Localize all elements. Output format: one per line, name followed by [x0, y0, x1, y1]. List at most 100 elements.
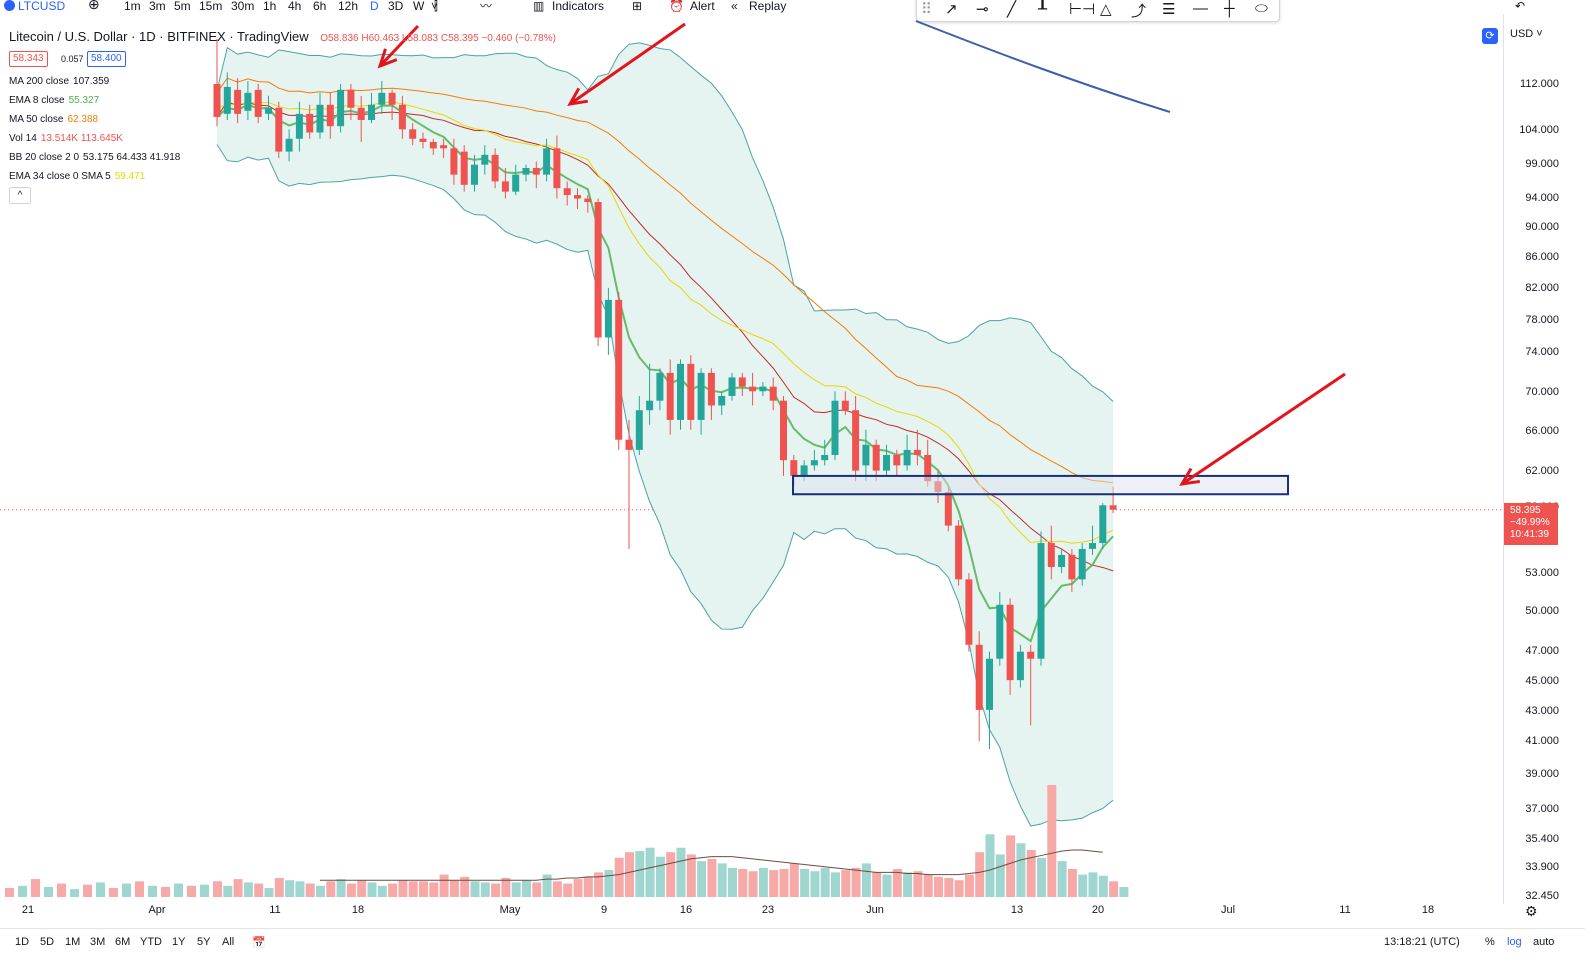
timeframe-d[interactable]: D — [370, 0, 379, 13]
utc-clock[interactable]: 13:18:21 (UTC) — [1384, 936, 1460, 948]
volume-bar — [686, 854, 696, 897]
timeframe-4h[interactable]: 4h — [288, 0, 302, 13]
bottom-bar: 📅 13:18:21 (UTC) % log auto 1D 5D 1M 3M 6M YT… — [0, 928, 1585, 955]
timeframe-1h[interactable]: 1h — [263, 0, 277, 13]
plus-circle-icon[interactable]: ⊕ — [88, 0, 100, 12]
legend-values: 107.359 — [73, 76, 110, 87]
chart-pane[interactable] — [0, 14, 1568, 904]
range-5y[interactable]: 5Y — [197, 936, 211, 948]
crosshair-icon[interactable]: ┼ — [1224, 0, 1235, 17]
alert-button[interactable]: Alert — [690, 0, 715, 13]
fib-icon[interactable]: ☰ — [1162, 1, 1176, 18]
candle-body — [563, 188, 571, 196]
indicator-templates-icon[interactable]: 〰 — [480, 0, 493, 13]
legend-row[interactable]: Vol 14 13.514K 113.645K — [9, 133, 123, 144]
drag-handle-icon[interactable]: ⠿ — [921, 1, 932, 18]
bid-box[interactable]: 58.343 — [9, 51, 48, 67]
chart-type-icon[interactable]: ⫿ — [434, 0, 438, 13]
price-tick: 43.000 — [1525, 705, 1559, 717]
legend-label: MA 50 close — [9, 114, 64, 125]
indicators-button[interactable]: Indicators — [552, 0, 605, 13]
cursor-arrow-icon[interactable]: ↗ — [945, 1, 958, 18]
candle-body — [810, 460, 818, 466]
timeframe-1m[interactable]: 1m — [124, 0, 141, 13]
ellipse-icon[interactable]: ⬭ — [1255, 0, 1268, 17]
legend-row[interactable]: BB 20 close 2 0 53.175 64.433 41.918 — [9, 152, 180, 163]
candle-body — [903, 449, 911, 466]
range-3m[interactable]: 3M — [90, 936, 106, 948]
date-range-icon[interactable]: ⊢⊣ — [1069, 1, 1096, 18]
replay-button[interactable]: Replay — [749, 0, 787, 13]
collapse-legend-button[interactable]: ^ — [9, 187, 31, 204]
ask-box[interactable]: 58.400 — [87, 51, 126, 67]
volume-bar — [542, 874, 552, 897]
candle-body — [543, 148, 551, 175]
timeframe-w[interactable]: W — [413, 0, 425, 13]
price-tick: 50.000 — [1525, 605, 1559, 617]
volume-bar — [1006, 835, 1016, 897]
range-5d[interactable]: 5D — [40, 936, 55, 948]
candle-body — [1109, 505, 1117, 510]
candle-body — [584, 198, 592, 203]
range-1d[interactable]: 1D — [15, 936, 30, 948]
timeframe-more-chevron-icon[interactable]: ˅ — [431, 0, 439, 13]
layout-grid-icon[interactable]: ⊞ — [632, 0, 643, 13]
candle-body — [707, 372, 715, 406]
candle-body — [398, 104, 406, 130]
horizontal-line-icon[interactable]: — — [1193, 0, 1208, 17]
candle-body — [265, 107, 272, 114]
price-tick: 32.450 — [1525, 890, 1559, 902]
candle-body — [913, 449, 921, 455]
trend-line-icon[interactable]: ╱ — [1007, 1, 1017, 18]
legend-row[interactable]: MA 50 close 62.388 — [9, 114, 98, 125]
symbol-search-button[interactable]: LTCUSD — [18, 0, 66, 13]
candle-body — [316, 104, 324, 133]
vertical-line-icon[interactable]: ┸ — [1038, 1, 1048, 18]
gear-icon[interactable]: ⚙ — [1525, 903, 1538, 919]
goto-date-icon[interactable]: 📅 — [252, 937, 266, 949]
timeframe-30m[interactable]: 30m — [231, 0, 255, 13]
candle-body — [749, 386, 757, 392]
candle-body — [481, 154, 489, 165]
candle-body — [429, 141, 437, 149]
timeframe-15m[interactable]: 15m — [199, 0, 223, 13]
candle-body — [615, 299, 623, 440]
price-chart[interactable] — [0, 14, 1503, 904]
timeframe-5m[interactable]: 5m — [174, 0, 191, 13]
volume-bar — [408, 881, 418, 897]
log-toggle[interactable]: log — [1507, 936, 1522, 948]
horizontal-ray-icon[interactable]: ⊸ — [976, 1, 989, 18]
range-1y[interactable]: 1Y — [172, 936, 186, 948]
volume-bar — [511, 882, 521, 897]
candle-body — [275, 107, 283, 152]
candle-body — [862, 444, 870, 466]
timeframe-3m[interactable]: 3m — [149, 0, 166, 13]
auto-scale-icon[interactable]: ⟳ — [1482, 28, 1498, 44]
range-all[interactable]: All — [222, 936, 235, 948]
triangle-pattern-icon[interactable]: △ — [1100, 1, 1112, 18]
legend-row[interactable]: MA 200 close 107.359 — [9, 76, 109, 87]
legend-row[interactable]: EMA 34 close 0 SMA 5 59.471 — [9, 171, 145, 182]
time-tick: 9 — [600, 904, 608, 916]
timeframe-12h[interactable]: 12h — [338, 0, 359, 13]
percent-toggle[interactable]: % — [1485, 936, 1495, 948]
range-1m[interactable]: 1M — [65, 936, 81, 948]
volume-bar — [563, 883, 573, 897]
legend-label: EMA 34 close 0 SMA 5 — [9, 171, 111, 182]
time-axis[interactable]: 21 Apr 11 18 May 9 16 23 Jun 13 20 Jul 11 18 — [0, 904, 1503, 922]
price-axis[interactable]: 112.000 104.000 99.000 94.000 90.000 86.000 82… — [1503, 14, 1569, 904]
range-6m[interactable]: 6M — [115, 936, 131, 948]
auto-toggle[interactable]: auto — [1533, 936, 1555, 948]
undo-icon[interactable]: ↶ — [1515, 0, 1526, 13]
timeframe-3d[interactable]: 3D — [388, 0, 404, 13]
legend-row[interactable]: EMA 8 close 55.327 — [9, 95, 99, 106]
currency-select[interactable]: USD ˅ — [1510, 28, 1543, 40]
time-tick: Jun — [866, 904, 884, 916]
annotation-arrow-3-head — [1179, 467, 1201, 486]
range-ytd[interactable]: YTD — [140, 936, 162, 948]
volume-bar — [769, 870, 779, 897]
brush-icon[interactable]: ⤴ — [1131, 3, 1147, 20]
timeframe-6h[interactable]: 6h — [313, 0, 327, 13]
candle-body — [656, 372, 664, 401]
candle-body — [604, 299, 612, 338]
